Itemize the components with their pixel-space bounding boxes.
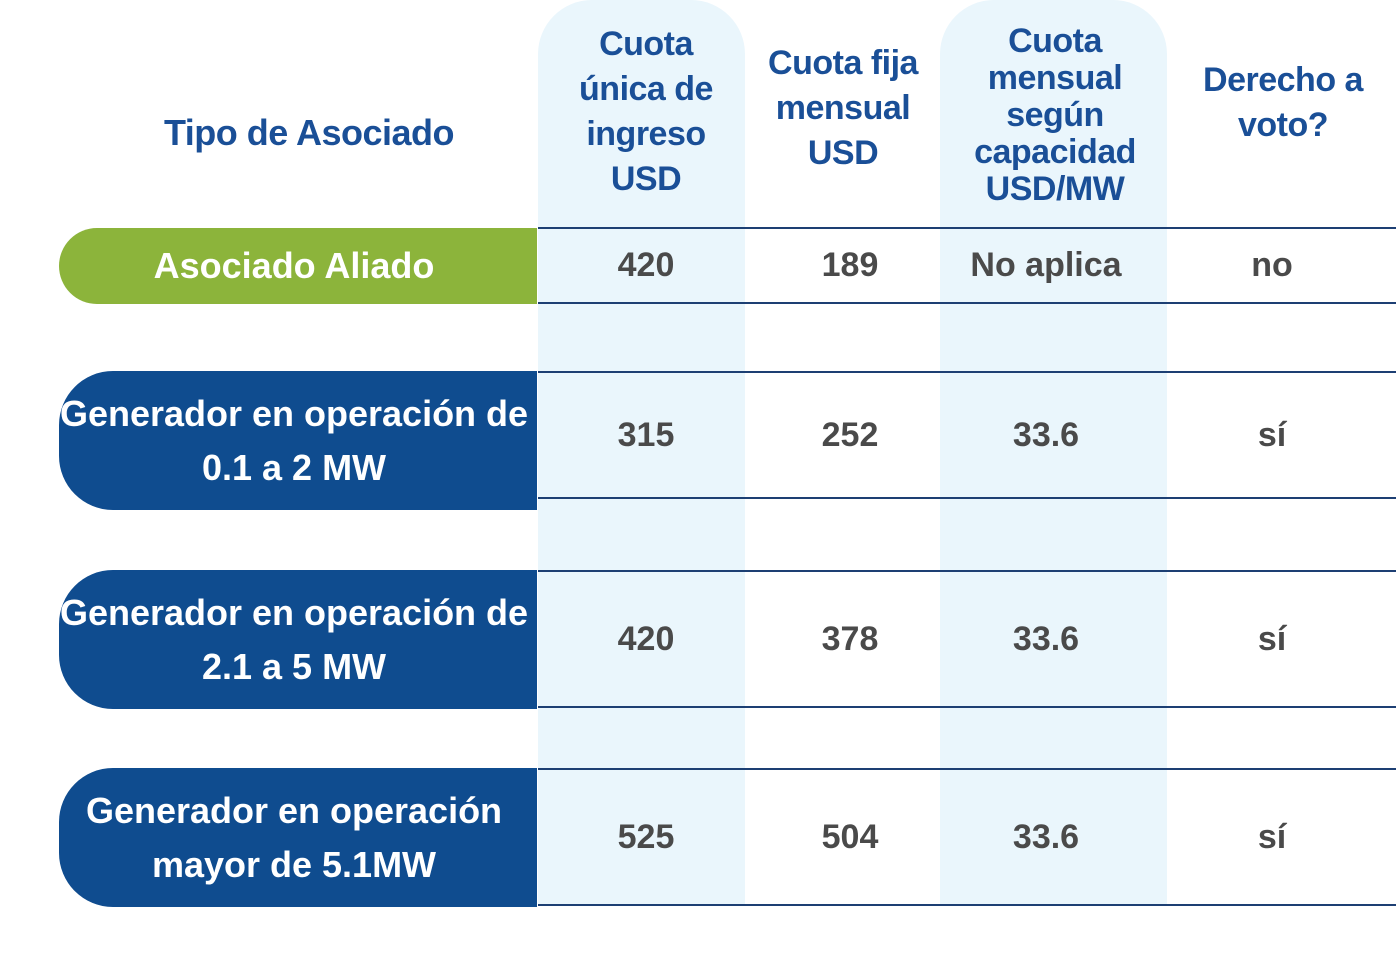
cell-cuota-fija: 189 bbox=[821, 246, 879, 284]
cell-derecho-voto: sí bbox=[1257, 817, 1287, 856]
header-cuota-mensual-capacidad: Cuota mensual según capacidad USD/MW bbox=[974, 21, 1136, 208]
row-divider bbox=[538, 570, 1396, 572]
row-label-generador-mayor-5-1mw: Generador en operación mayor de 5.1MW bbox=[59, 768, 537, 907]
row-label-generador-0-1-2mw: Generador en operación de 0.1 a 2 MW bbox=[59, 371, 537, 510]
cell-cuota-fija: 504 bbox=[821, 817, 879, 856]
row-divider bbox=[538, 904, 1396, 906]
cell-cuota-unica: 420 bbox=[617, 246, 675, 284]
row-divider bbox=[538, 768, 1396, 770]
row-label-generador-2-1-5mw: Generador en operación de 2.1 a 5 MW bbox=[59, 570, 537, 709]
row-divider bbox=[538, 227, 1396, 229]
cell-cuota-unica: 525 bbox=[617, 817, 675, 856]
cell-cuota-capacidad: 33.6 bbox=[1012, 817, 1080, 856]
row-divider bbox=[538, 497, 1396, 499]
cell-cuota-unica: 420 bbox=[617, 619, 675, 658]
row-divider bbox=[538, 371, 1396, 373]
row-label-asociado-aliado: Asociado Aliado bbox=[59, 228, 537, 304]
header-cuota-fija-mensual: Cuota fija mensual USD bbox=[768, 43, 918, 172]
cell-cuota-capacidad: 33.6 bbox=[1012, 619, 1080, 658]
cell-cuota-unica: 315 bbox=[617, 415, 675, 454]
cell-cuota-capacidad: No aplica bbox=[970, 246, 1122, 284]
highlight-column-cuota-unica bbox=[538, 0, 745, 906]
header-derecho-voto: Derecho a voto? bbox=[1203, 61, 1363, 144]
header-cuota-unica-ingreso: Cuota única de ingreso USD bbox=[579, 25, 713, 198]
cell-derecho-voto: sí bbox=[1257, 619, 1287, 658]
cell-derecho-voto: sí bbox=[1257, 415, 1287, 454]
cell-cuota-capacidad: 33.6 bbox=[1012, 415, 1080, 454]
cell-cuota-fija: 252 bbox=[821, 415, 879, 454]
cell-derecho-voto: no bbox=[1251, 246, 1293, 284]
cell-cuota-fija: 378 bbox=[821, 619, 879, 658]
row-divider bbox=[538, 302, 1396, 304]
highlight-column-cuota-capacidad bbox=[940, 0, 1167, 906]
header-tipo-asociado: Tipo de Asociado bbox=[163, 111, 455, 153]
row-divider bbox=[538, 706, 1396, 708]
